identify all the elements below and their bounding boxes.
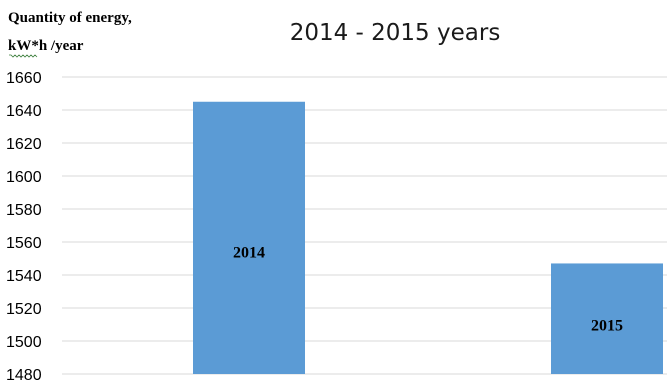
y-axis-label-line-1: Quantity of energy, <box>8 10 132 26</box>
y-tick-label-1500: 1500 <box>6 334 42 351</box>
y-tick-label-1480: 1480 <box>6 367 42 384</box>
bars <box>193 101 663 374</box>
bar-data-labels: 2014 2015 <box>233 244 623 334</box>
y-tick-label-1580: 1580 <box>6 202 42 219</box>
y-tick-label-1600: 1600 <box>6 169 42 186</box>
bar-2014 <box>193 101 305 374</box>
bar-data-label-2014: 2014 <box>233 244 265 261</box>
y-tick-label-1520: 1520 <box>6 301 42 318</box>
spellcheck-underline <box>9 54 38 58</box>
bar-data-label-2015: 2015 <box>591 317 623 334</box>
gridlines <box>62 76 667 375</box>
chart-title: 2014 - 2015 years <box>290 20 501 46</box>
y-tick-label-1560: 1560 <box>6 235 42 252</box>
y-tick-label-1640: 1640 <box>6 103 42 120</box>
y-tick-label-1540: 1540 <box>6 268 42 285</box>
y-tick-label-1660: 1660 <box>6 70 42 87</box>
bar-2015 <box>551 263 663 374</box>
y-tick-label-1620: 1620 <box>6 136 42 153</box>
y-axis-label-line-2: kW*h /year <box>8 38 84 54</box>
y-axis-ticks: 1480 1500 1520 1540 1560 1580 1600 1620 1640 1660 <box>6 70 42 384</box>
